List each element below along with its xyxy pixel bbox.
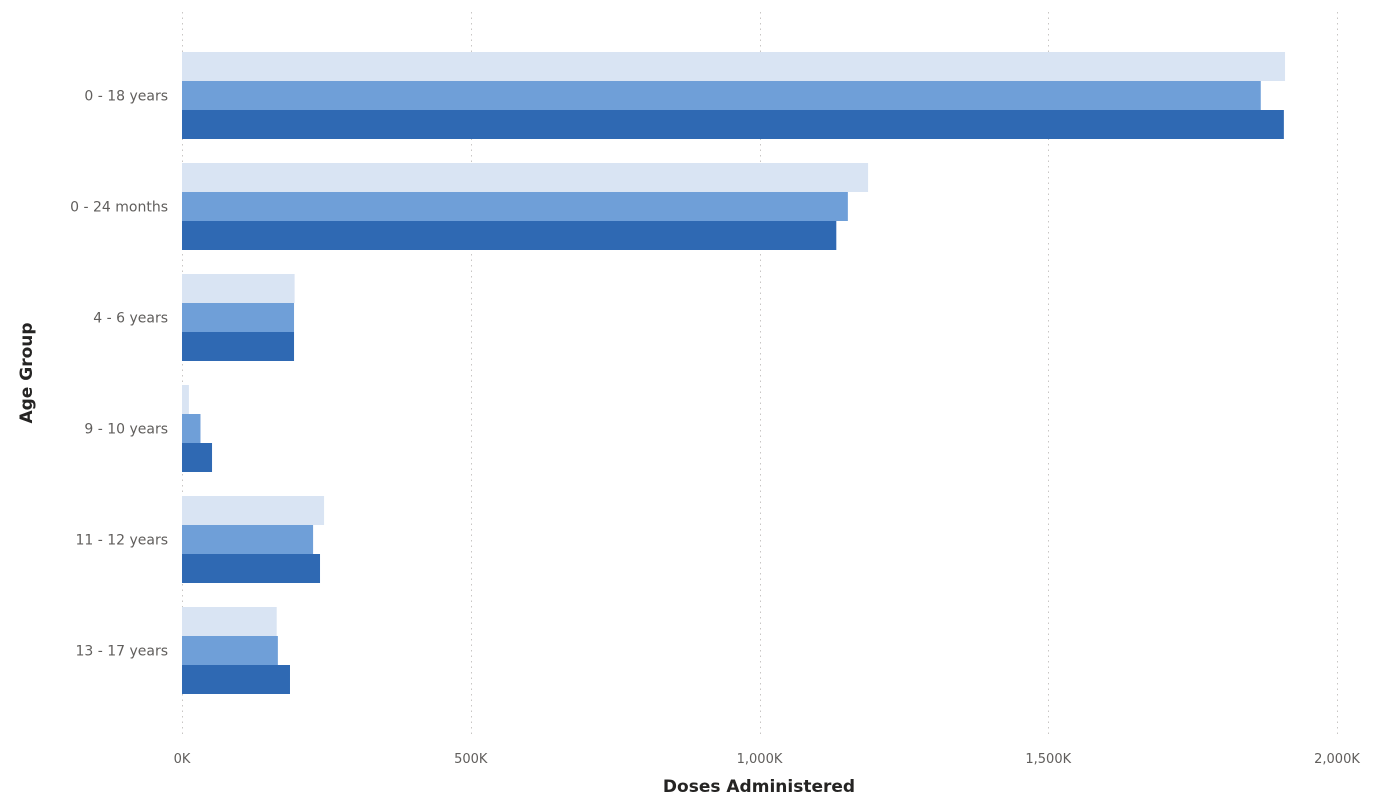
- x-tick-label: 500K: [454, 752, 488, 767]
- bar[interactable]: [182, 274, 295, 303]
- bar[interactable]: [182, 414, 201, 443]
- y-axis-title: Age Group: [17, 322, 37, 423]
- category-label: 9 - 10 years: [84, 422, 168, 438]
- bar[interactable]: [182, 607, 277, 636]
- bar[interactable]: [182, 163, 869, 192]
- x-tick-labels: 0K 500K 1,000K 1,500K 2,000K: [174, 752, 1361, 767]
- bars: [182, 52, 1286, 694]
- bar[interactable]: [182, 525, 314, 554]
- bar[interactable]: [182, 636, 278, 665]
- category-label: 0 - 24 months: [70, 200, 168, 216]
- bar[interactable]: [182, 496, 325, 525]
- bar[interactable]: [182, 332, 295, 361]
- x-tick-label: 0K: [174, 752, 191, 767]
- bar[interactable]: [182, 665, 290, 694]
- bar[interactable]: [182, 52, 1286, 81]
- x-tick-label: 1,000K: [737, 752, 783, 767]
- category-label: 13 - 17 years: [75, 644, 168, 660]
- bar[interactable]: [182, 81, 1261, 110]
- category-labels: 0 - 18 years 0 - 24 months 4 - 6 years 9 - …: [70, 89, 168, 660]
- bar[interactable]: [182, 303, 295, 332]
- bar[interactable]: [182, 221, 837, 250]
- bar[interactable]: [182, 554, 321, 583]
- category-label: 0 - 18 years: [84, 89, 168, 105]
- bar[interactable]: [182, 443, 213, 472]
- x-tick-label: 1,500K: [1025, 752, 1071, 767]
- category-label: 11 - 12 years: [75, 533, 168, 549]
- x-tick-label: 2,000K: [1314, 752, 1360, 767]
- bar[interactable]: [182, 385, 189, 414]
- category-label: 4 - 6 years: [93, 311, 168, 327]
- bar[interactable]: [182, 192, 848, 221]
- x-axis-title: Doses Administered: [663, 777, 855, 797]
- bar[interactable]: [182, 110, 1284, 139]
